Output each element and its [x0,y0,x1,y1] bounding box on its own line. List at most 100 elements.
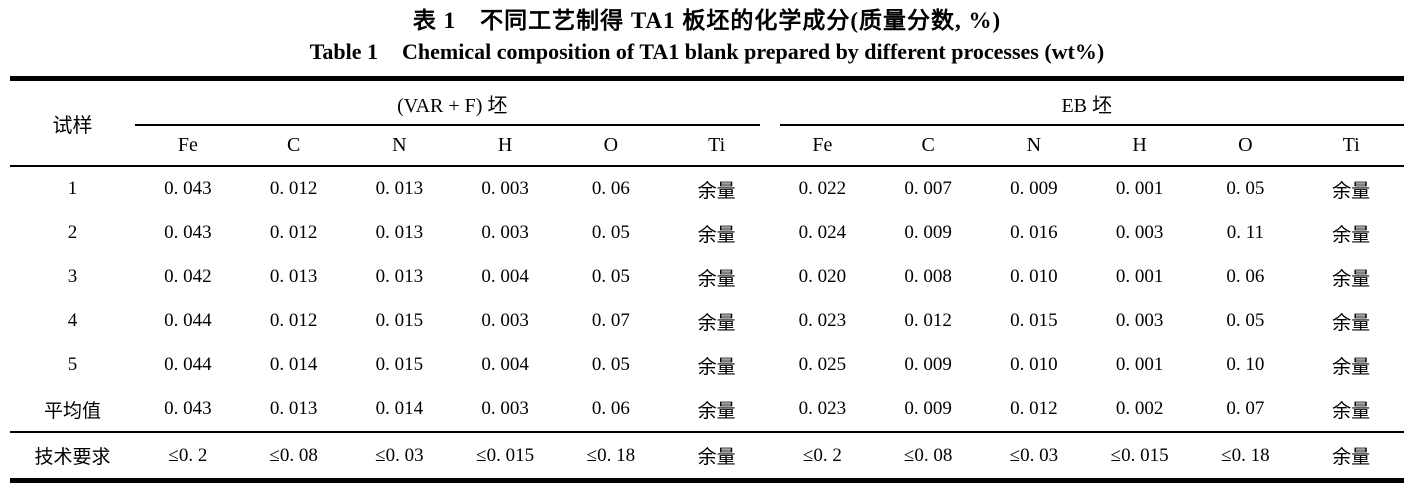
element-header-ti: Ti [663,126,770,167]
data-row: 1 0. 043 0. 012 0. 013 0. 003 0. 06 余量 0. 022 0.… [10,166,1404,211]
element-header-row: Fe C N H O Ti Fe C N H O Ti [10,126,1404,167]
value-cell: ≤0. 015 [1086,431,1193,481]
value-cell: 余量 [697,400,736,422]
value-cell: 0. 012 [269,222,318,243]
element-header-n: N [981,126,1087,167]
value-cell: 0. 06 [591,178,630,199]
value-cell: 0. 05 [1226,310,1265,331]
value-cell: 0. 016 [1010,222,1058,243]
value-cell: 0. 003 [481,222,529,243]
value-cell: 0. 012 [269,178,318,199]
value-cell: 0. 003 [481,398,529,419]
composition-table: 试样 (VAR + F) 坯 EB 坯 Fe C N H O Ti Fe C N H O Ti 1 0.… [10,76,1404,483]
value-cell: 0. 009 [904,222,952,243]
table-header: 试样 (VAR + F) 坯 EB 坯 Fe C N H O Ti Fe C N H O Ti [10,78,1405,167]
value-cell: 0. 044 [164,310,212,331]
table-title-en-text: Chemical composition of TA1 blank prepar… [402,39,1105,64]
value-cell: 0. 004 [481,354,529,375]
value-cell: 0. 014 [375,398,424,419]
value-cell: 0. 013 [269,266,318,287]
value-cell: 余量 [663,431,770,481]
value-cell: 0. 020 [798,266,847,287]
value-cell: 0. 06 [591,398,630,419]
value-cell: 0. 015 [375,354,424,375]
data-row: 5 0. 044 0. 014 0. 015 0. 004 0. 05 余量 0. 025 0.… [10,343,1404,387]
table-number-en: Table 1 [309,39,379,64]
value-cell: 0. 05 [591,354,630,375]
value-cell: 余量 [1332,312,1371,334]
value-cell: 0. 013 [375,266,424,287]
value-cell: 0. 06 [1226,266,1265,287]
element-header-o: O [1192,126,1299,167]
value-cell: 0. 07 [591,310,630,331]
value-cell: 0. 023 [798,398,847,419]
group-header-var-f: (VAR + F) 坯 [135,79,770,127]
value-cell: 余量 [697,312,736,334]
value-cell: 0. 013 [375,178,424,199]
row-label: 平均值 [43,400,101,422]
value-cell: 余量 [697,180,736,202]
value-cell: 余量 [1332,180,1371,202]
element-header-h: H [1086,126,1193,167]
row-label: 1 [67,178,78,199]
value-cell: 0. 024 [798,222,847,243]
value-cell: 0. 044 [164,354,212,375]
row-label: 2 [67,222,78,243]
value-cell: 0. 009 [904,398,952,419]
value-cell: 0. 05 [591,222,630,243]
value-cell: ≤0. 08 [875,431,981,481]
value-cell: 余量 [1332,400,1371,422]
value-cell: 0. 013 [375,222,424,243]
value-cell: 0. 003 [1115,310,1164,331]
table-title-en: Table 1 Chemical composition of TA1 blank… [0,37,1414,67]
group-header-eb: EB 坯 [770,79,1405,127]
value-cell: 0. 002 [1115,398,1164,419]
value-cell: 0. 008 [904,266,952,287]
value-cell: 0. 023 [798,310,847,331]
value-cell: 0. 015 [375,310,424,331]
value-cell: 0. 003 [481,310,529,331]
value-cell: ≤0. 18 [558,431,664,481]
value-cell: ≤0. 2 [769,431,876,481]
data-row: 3 0. 042 0. 013 0. 013 0. 004 0. 05 余量 0. 020 0.… [10,255,1404,299]
value-cell: 0. 05 [1226,178,1265,199]
value-cell: 0. 015 [1010,310,1058,331]
data-row: 平均值 0. 043 0. 013 0. 014 0. 003 0. 06 余量 0. 023… [10,387,1404,432]
value-cell: 0. 012 [269,310,318,331]
value-cell: 0. 043 [164,398,212,419]
table-caption: 表 1 不同工艺制得 TA1 板坯的化学成分(质量分数, %) Table 1 Ch… [0,0,1414,67]
value-cell: 0. 022 [798,178,847,199]
value-cell: 0. 001 [1115,178,1164,199]
value-cell: 0. 001 [1115,266,1164,287]
requirement-row: 技术要求 ≤0. 2 ≤0. 08 ≤0. 03 ≤0. 015 ≤0. 18 余量 ≤0. … [10,431,1404,481]
value-cell: 0. 009 [904,354,952,375]
value-cell: ≤0. 18 [1192,431,1299,481]
row-label: 5 [67,354,78,375]
value-cell: 余量 [1332,268,1371,290]
value-cell: ≤0. 03 [346,431,453,481]
value-cell: 余量 [1332,224,1371,246]
value-cell: 0. 009 [1010,178,1058,199]
row-label: 3 [67,266,78,287]
element-header-fe: Fe [135,126,241,167]
element-header-h: H [452,126,558,167]
sample-column-header: 试样 [10,78,135,167]
table-body: 1 0. 043 0. 012 0. 013 0. 003 0. 06 余量 0. 022 0.… [10,166,1404,481]
element-header-c: C [875,126,981,167]
row-label: 4 [67,310,78,331]
value-cell: 0. 07 [1226,398,1265,419]
value-cell: ≤0. 015 [452,431,558,481]
value-cell: 0. 043 [164,178,212,199]
value-cell: 0. 012 [904,310,952,331]
value-cell: 余量 [697,224,736,246]
value-cell: ≤0. 2 [135,431,241,481]
value-cell: 0. 042 [164,266,212,287]
value-cell: 余量 [697,356,736,378]
value-cell: 0. 013 [269,398,318,419]
value-cell: 0. 025 [798,354,847,375]
element-header-o: O [558,126,664,167]
value-cell: 0. 043 [164,222,212,243]
data-row: 4 0. 044 0. 012 0. 015 0. 003 0. 07 余量 0. 023 0.… [10,299,1404,343]
value-cell: 余量 [1332,356,1371,378]
element-header-n: N [346,126,453,167]
